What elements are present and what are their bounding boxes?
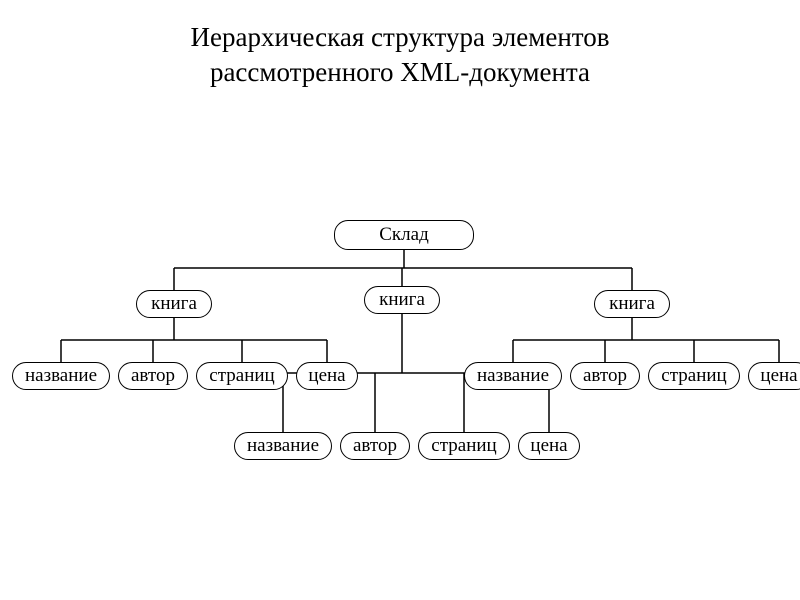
node-b3-price: цена: [748, 362, 800, 390]
diagram-title: Иерархическая структура элементов рассмо…: [0, 20, 800, 90]
node-b1-auth: автор: [118, 362, 188, 390]
node-b2-price: цена: [518, 432, 580, 460]
node-book2: книга: [364, 286, 440, 314]
title-line-1: Иерархическая структура элементов: [0, 20, 800, 55]
title-line-2: рассмотренного XML-документа: [0, 55, 800, 90]
node-book3: книга: [594, 290, 670, 318]
node-book1: книга: [136, 290, 212, 318]
node-b1-name: название: [12, 362, 110, 390]
node-b2-pag: страниц: [418, 432, 510, 460]
node-b3-auth: автор: [570, 362, 640, 390]
node-b2-auth: автор: [340, 432, 410, 460]
node-b3-pag: страниц: [648, 362, 740, 390]
node-b3-name: название: [464, 362, 562, 390]
node-b1-price: цена: [296, 362, 358, 390]
node-b1-pag: страниц: [196, 362, 288, 390]
node-b2-name: название: [234, 432, 332, 460]
node-root: Склад: [334, 220, 474, 250]
